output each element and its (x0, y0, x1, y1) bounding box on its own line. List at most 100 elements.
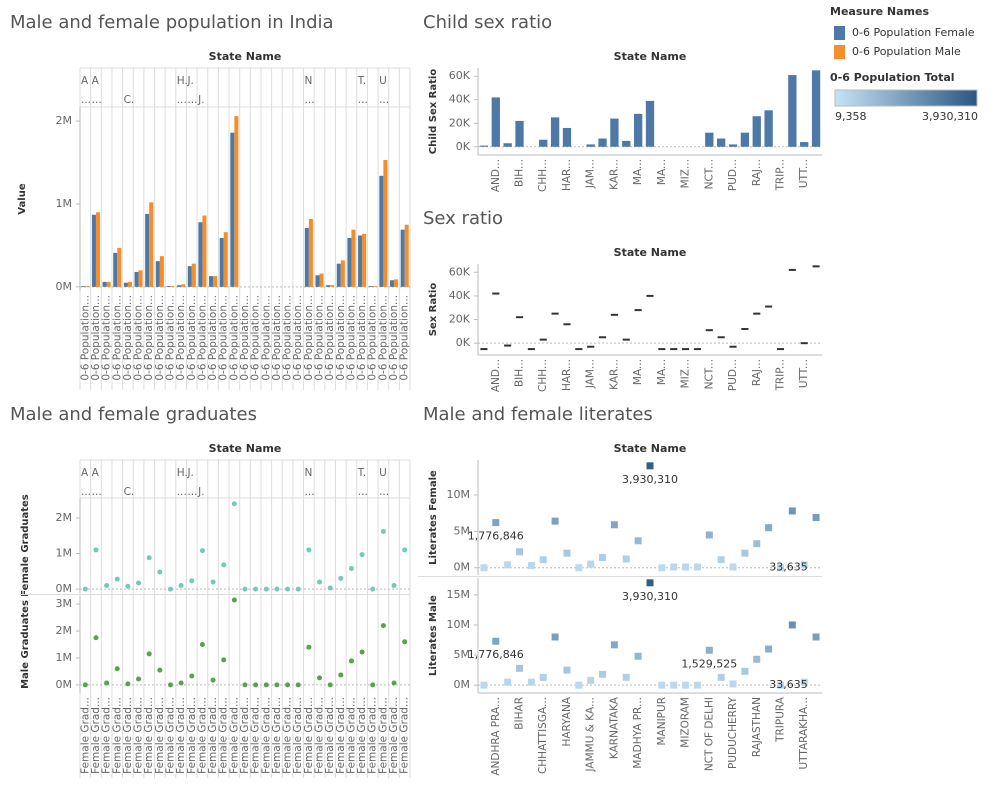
column-header: A (81, 467, 89, 479)
x-tick-label: NCT... (703, 359, 715, 389)
x-tick-label: 0-6 Population... (335, 295, 347, 381)
square-mark (551, 633, 559, 641)
bar (379, 175, 384, 287)
bar (166, 286, 171, 287)
square-mark (788, 507, 796, 515)
bar (149, 202, 154, 287)
square-mark (480, 681, 488, 689)
column-header: T. (357, 75, 367, 87)
bar (400, 229, 405, 287)
y-tick-label: 40K (449, 289, 471, 302)
x-tick-label: 0-6 Population... (154, 295, 166, 381)
annotation: 1,529,525 (681, 657, 737, 670)
square-mark (539, 556, 547, 564)
bar (223, 232, 228, 287)
dash-mark (587, 345, 595, 348)
bar (383, 160, 388, 287)
y-tick-label: 60K (449, 265, 471, 278)
point (338, 672, 344, 678)
x-tick-label: KAR... (608, 359, 620, 390)
x-tick-label: Female Grad... (356, 697, 368, 774)
point (189, 673, 195, 679)
bar (358, 235, 363, 287)
bar (145, 213, 150, 287)
square-mark (575, 681, 583, 689)
bar (728, 144, 738, 147)
point (221, 657, 227, 663)
dash-mark (812, 265, 820, 268)
bar (134, 271, 139, 287)
x-tick-label: CHHATTISGA... (537, 697, 549, 774)
point (274, 682, 280, 688)
bar (138, 270, 143, 287)
x-tick-label: Female Grad... (207, 697, 219, 774)
x-tick-label: Female Grad... (122, 697, 134, 774)
x-tick-label: MIZ... (680, 359, 692, 388)
square-mark (670, 681, 678, 689)
y-tick-label: 40K (449, 93, 471, 106)
bar (170, 286, 175, 287)
y-tick-label: 60K (449, 69, 471, 82)
x-tick-label: 0-6 Population... (388, 295, 400, 381)
square-mark (575, 564, 583, 572)
square-mark (682, 563, 690, 571)
bar (213, 276, 218, 287)
point (136, 580, 142, 586)
y-tick-label: 0M (454, 678, 471, 691)
x-tick-label: KAR... (608, 159, 620, 190)
dash-mark (563, 323, 571, 326)
chart-title: Child sex ratio (423, 12, 552, 33)
bar (645, 100, 655, 147)
dash-mark (693, 348, 702, 351)
bar (106, 281, 111, 287)
x-tick-label: RAJ... (751, 159, 763, 186)
dash-mark (622, 338, 630, 341)
square-mark (800, 678, 808, 686)
dash-mark (492, 292, 500, 295)
x-tick-label: Female Grad... (399, 697, 411, 774)
x-tick-label: Female Grad... (111, 697, 123, 774)
y-axis-title: Female Graduates (20, 494, 31, 597)
point (253, 586, 259, 592)
column-header: J. (186, 467, 193, 479)
square-mark (599, 670, 607, 678)
point (295, 586, 301, 592)
point (199, 642, 205, 647)
bar (336, 263, 341, 287)
bar (95, 212, 101, 287)
dash-mark (634, 309, 642, 312)
square-mark (634, 537, 642, 545)
legend-swatch (834, 45, 845, 59)
x-tick-label: TRIPURA (774, 696, 786, 743)
annotation: 33,635 (769, 561, 808, 574)
bar (622, 140, 631, 147)
x-tick-label: Female Grad... (260, 697, 272, 774)
point (114, 666, 120, 672)
bar (503, 143, 512, 147)
annotation: 3,930,310 (622, 590, 678, 603)
y-tick-label: 15M (447, 588, 471, 601)
dash-mark (705, 329, 713, 332)
x-tick-label: 0-6 Population... (282, 295, 294, 381)
x-tick-label: Female Grad... (228, 697, 240, 774)
square-mark (776, 564, 784, 572)
dash-mark (658, 348, 666, 351)
x-tick-label: 0-6 Population... (303, 295, 315, 381)
bar (705, 132, 714, 147)
y-tick-label: 0K (456, 336, 471, 349)
point (146, 651, 152, 657)
point (370, 586, 376, 592)
point (104, 680, 110, 686)
legend-swatch (834, 26, 845, 40)
x-tick-label: MIZ... (680, 159, 692, 188)
x-tick-label: PUD... (727, 359, 739, 391)
square-mark (622, 673, 630, 681)
x-tick-label: Female Grad... (133, 697, 145, 774)
square-mark (563, 549, 571, 557)
point (359, 552, 365, 558)
column-subheader: ... (92, 94, 102, 106)
dash-mark (741, 328, 749, 330)
point (221, 562, 227, 568)
square-mark (551, 517, 559, 525)
